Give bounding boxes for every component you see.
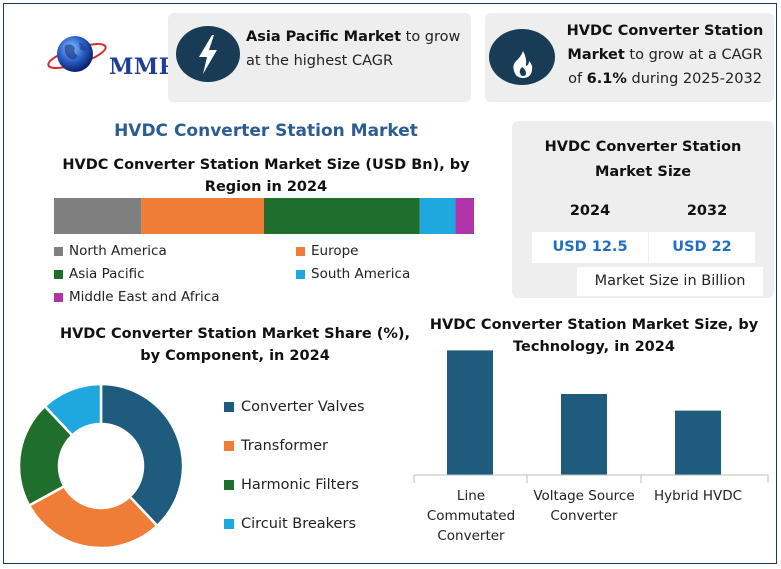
legend-north-america: North America <box>54 243 167 259</box>
donut-slice-converter-valves <box>99 383 184 528</box>
component-donut-chart <box>18 383 184 549</box>
legend-europe: Europe <box>296 243 358 259</box>
bar-segment-south-america <box>419 198 456 234</box>
highlight-text: HVDC Converter Station Market <box>566 23 764 63</box>
legend-swatch <box>224 519 234 529</box>
legend-swatch <box>296 246 305 256</box>
legend-swatch <box>224 441 234 451</box>
legend-label: North America <box>69 243 167 259</box>
header-card-text: Asia Pacific Market to grow at the highe… <box>246 25 466 73</box>
bar-line-commutated-converter <box>447 350 493 475</box>
bar-hybrid-hvdc <box>675 410 721 475</box>
legend-label: Transformer <box>241 438 329 454</box>
region-stacked-bar <box>54 198 474 234</box>
legend-label: Converter Valves <box>241 399 365 415</box>
technology-bar-chart <box>413 350 769 483</box>
bar-voltage-source-converter <box>561 394 607 475</box>
legend-swatch <box>224 480 234 490</box>
bar-segment-europe <box>141 198 264 234</box>
legend-swatch <box>296 269 305 279</box>
end-text: during 2025-2032 <box>626 71 762 87</box>
technology-chart-title: HVDC Converter Station Market Size, by T… <box>429 317 759 355</box>
value-2024: USD 12.5 <box>532 232 648 263</box>
lightning-bolt-icon <box>176 26 240 82</box>
mid-text: to grow at a CAGR of <box>568 47 763 87</box>
legend-label: Harmonic Filters <box>241 477 359 493</box>
region-chart-title: HVDC Converter Station Market Size (USD … <box>62 157 470 195</box>
donut-slice-transformer <box>27 484 159 549</box>
mmr-logo: MMR <box>43 30 177 80</box>
legend-harmonic-filters: Harmonic Filters <box>224 477 359 493</box>
bar-segment-asia-pacific <box>264 198 420 234</box>
legend-swatch <box>224 402 234 412</box>
legend-label: Circuit Breakers <box>241 516 356 532</box>
x-label-hybrid-hvdc: Hybrid HVDC <box>653 488 743 504</box>
legend-circuit-breakers: Circuit Breakers <box>224 516 356 532</box>
main-title: HVDC Converter Station Market <box>114 121 418 141</box>
bar-segment-north-america <box>54 198 142 234</box>
globe-icon <box>47 36 107 72</box>
legend-label: South America <box>311 266 411 282</box>
highlight-text: Asia Pacific Market <box>246 29 402 45</box>
legend-converter-valves: Converter Valves <box>224 399 365 415</box>
donut-slice-circuit-breakers <box>43 383 103 438</box>
component-chart-title: HVDC Converter Station Market Share (%),… <box>59 326 411 364</box>
market-size-caption: Market Size in Billion <box>577 267 763 296</box>
market-size-title: HVDC Converter Station Market Size <box>544 139 742 180</box>
year-2032: 2032 <box>686 203 728 219</box>
legend-swatch <box>54 292 63 302</box>
market-size-card: HVDC Converter Station Market Size 2024 … <box>512 121 774 298</box>
legend-label: Asia Pacific <box>69 266 145 282</box>
header-card-text: HVDC Converter Station Market to grow at… <box>561 19 769 91</box>
logo-text: MMR <box>109 54 178 80</box>
legend-middle-east-africa: Middle East and Africa <box>54 289 220 305</box>
legend-south-america: South America <box>296 266 410 282</box>
legend-label: Europe <box>311 243 359 259</box>
legend-label: Middle East and Africa <box>69 289 220 305</box>
rest-text: to grow at the highest CAGR <box>246 29 461 69</box>
value-2032: USD 22 <box>649 232 755 263</box>
x-label-voltage-source: Voltage Source Converter <box>533 488 635 524</box>
x-label-line-commutated: Line Commutated Converter <box>426 488 516 544</box>
header-card-cagr: HVDC Converter Station Market to grow at… <box>485 13 774 102</box>
legend-transformer: Transformer <box>224 438 328 454</box>
legend-swatch <box>54 246 63 256</box>
bar-segment-middle-east-and-africa <box>455 198 474 234</box>
cagr-value: 6.1% <box>586 71 627 87</box>
header-card-asia-pacific: Asia Pacific Market to grow at the highe… <box>168 13 471 102</box>
legend-asia-pacific: Asia Pacific <box>54 266 145 282</box>
legend-swatch <box>54 269 63 279</box>
year-2024: 2024 <box>569 203 611 219</box>
flame-icon <box>489 29 555 85</box>
